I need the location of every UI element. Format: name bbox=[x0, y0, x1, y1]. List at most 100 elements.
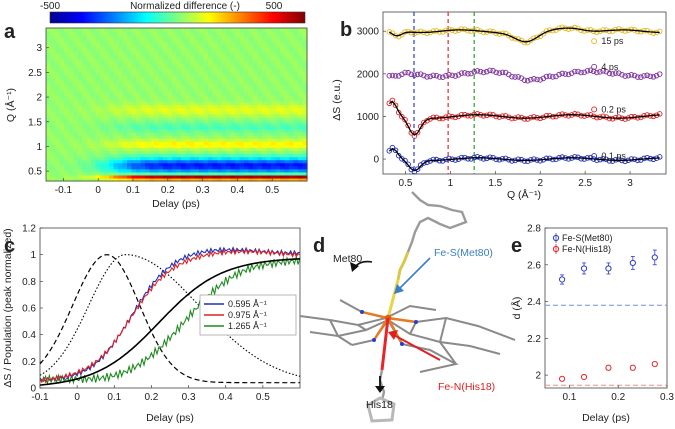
heatmap-cell bbox=[221, 107, 227, 112]
heatmap-cell bbox=[64, 58, 70, 63]
heatmap-cell bbox=[302, 122, 308, 127]
heatmap-cell bbox=[199, 37, 205, 41]
heatmap-cell bbox=[104, 67, 110, 72]
heatmap-cell bbox=[100, 28, 106, 32]
heatmap-cell bbox=[289, 95, 295, 99]
heatmap-cell bbox=[262, 73, 268, 78]
heatmap-cell bbox=[127, 55, 133, 60]
panel-a-axes: -0.1 0 0.1 0.2 0.3 0.4 0.50.511.522.53 bbox=[28, 43, 279, 196]
heatmap-cell bbox=[226, 125, 232, 130]
heatmap-cell bbox=[163, 43, 169, 47]
heatmap-cell bbox=[203, 135, 209, 139]
b-fit-line bbox=[388, 27, 660, 43]
heatmap-cell bbox=[113, 86, 119, 90]
heatmap-cell bbox=[86, 141, 92, 145]
heatmap-cell bbox=[203, 98, 209, 103]
heatmap-cell bbox=[226, 177, 232, 182]
heatmap-cell bbox=[77, 162, 83, 167]
heatmap-cell bbox=[176, 153, 182, 158]
heatmap-cell bbox=[244, 150, 250, 155]
heatmap-cell bbox=[82, 76, 88, 81]
heatmap-cell bbox=[280, 55, 286, 60]
heatmap-cell bbox=[50, 95, 56, 99]
heatmap-cell bbox=[109, 177, 115, 182]
heatmap-cell bbox=[127, 64, 133, 69]
heatmap-cell bbox=[280, 61, 286, 66]
heatmap-cell bbox=[95, 159, 101, 164]
heatmap-cell bbox=[289, 116, 295, 121]
heatmap-cell bbox=[140, 34, 146, 38]
heatmap-cell bbox=[122, 76, 128, 81]
heatmap-cell bbox=[212, 119, 218, 124]
heatmap-cell bbox=[68, 89, 74, 93]
heatmap-cell bbox=[55, 119, 61, 124]
heatmap-cell bbox=[230, 132, 236, 136]
heatmap-cell bbox=[163, 116, 169, 121]
heatmap-cell bbox=[176, 177, 182, 182]
c-ytick-label: 0 bbox=[30, 384, 36, 395]
heatmap-cell bbox=[50, 49, 56, 54]
heatmap-cell bbox=[275, 141, 281, 145]
heatmap-cell bbox=[266, 67, 272, 72]
heatmap-cell bbox=[284, 98, 290, 103]
c-xtick-label: 0.3 bbox=[182, 392, 196, 403]
heatmap-cell bbox=[59, 67, 65, 72]
heatmap-cell bbox=[253, 92, 259, 96]
heatmap-cell bbox=[95, 168, 101, 173]
heatmap-cell bbox=[100, 141, 106, 145]
heatmap-cell bbox=[226, 37, 232, 41]
heatmap-cell bbox=[293, 168, 299, 173]
heatmap-cell bbox=[185, 89, 191, 93]
heatmap-cell bbox=[91, 92, 97, 96]
heatmap-cell bbox=[140, 46, 146, 51]
heatmap-cell bbox=[226, 28, 232, 32]
heatmap-cell bbox=[109, 98, 115, 103]
heatmap-cell bbox=[140, 73, 146, 78]
heatmap-cell bbox=[221, 58, 227, 63]
heatmap-cell bbox=[154, 116, 160, 121]
heatmap-cell bbox=[284, 165, 290, 170]
heatmap-cell bbox=[239, 80, 245, 84]
heatmap-cell bbox=[149, 28, 155, 32]
heatmap-cell bbox=[113, 64, 119, 69]
heatmap-cell bbox=[298, 98, 304, 103]
heatmap-cell bbox=[190, 49, 196, 54]
heatmap-cell bbox=[149, 165, 155, 170]
heatmap-cell bbox=[167, 31, 173, 35]
heatmap-cell bbox=[46, 40, 52, 44]
heatmap-cell bbox=[275, 147, 281, 151]
heatmap-cell bbox=[77, 141, 83, 145]
heatmap-cell bbox=[262, 28, 268, 32]
heatmap-cell bbox=[172, 147, 178, 151]
heatmap-cell bbox=[284, 31, 290, 35]
heatmap-cell bbox=[181, 64, 187, 69]
heatmap-cell bbox=[154, 113, 160, 118]
heatmap-cell bbox=[167, 174, 173, 179]
heatmap-cell bbox=[55, 113, 61, 118]
heatmap-cell bbox=[226, 73, 232, 78]
heatmap-cell bbox=[208, 92, 214, 96]
heatmap-cell bbox=[73, 34, 79, 38]
heatmap-cell bbox=[127, 125, 133, 130]
heatmap-cell bbox=[163, 122, 169, 127]
heatmap-cell bbox=[190, 128, 196, 133]
heatmap-cell bbox=[104, 80, 110, 84]
heatmap-cell bbox=[244, 119, 250, 124]
heatmap-cell bbox=[226, 92, 232, 96]
heatmap-cell bbox=[149, 171, 155, 176]
heatmap-cell bbox=[217, 113, 223, 118]
heatmap-cell bbox=[55, 43, 61, 47]
heatmap-cell bbox=[68, 46, 74, 51]
heatmap-cell bbox=[181, 67, 187, 72]
heatmap-cell bbox=[50, 67, 56, 72]
heatmap-cell bbox=[262, 37, 268, 41]
heatmap-cell bbox=[235, 49, 241, 54]
heatmap-cell bbox=[226, 89, 232, 93]
heatmap-cell bbox=[280, 92, 286, 96]
heatmap-cell bbox=[257, 43, 263, 47]
heatmap-cell bbox=[158, 46, 164, 51]
heatmap-cell bbox=[86, 28, 92, 32]
heatmap-cell bbox=[167, 64, 173, 69]
e-ytick-label: 2 bbox=[535, 371, 541, 382]
heatmap-cell bbox=[55, 101, 61, 106]
